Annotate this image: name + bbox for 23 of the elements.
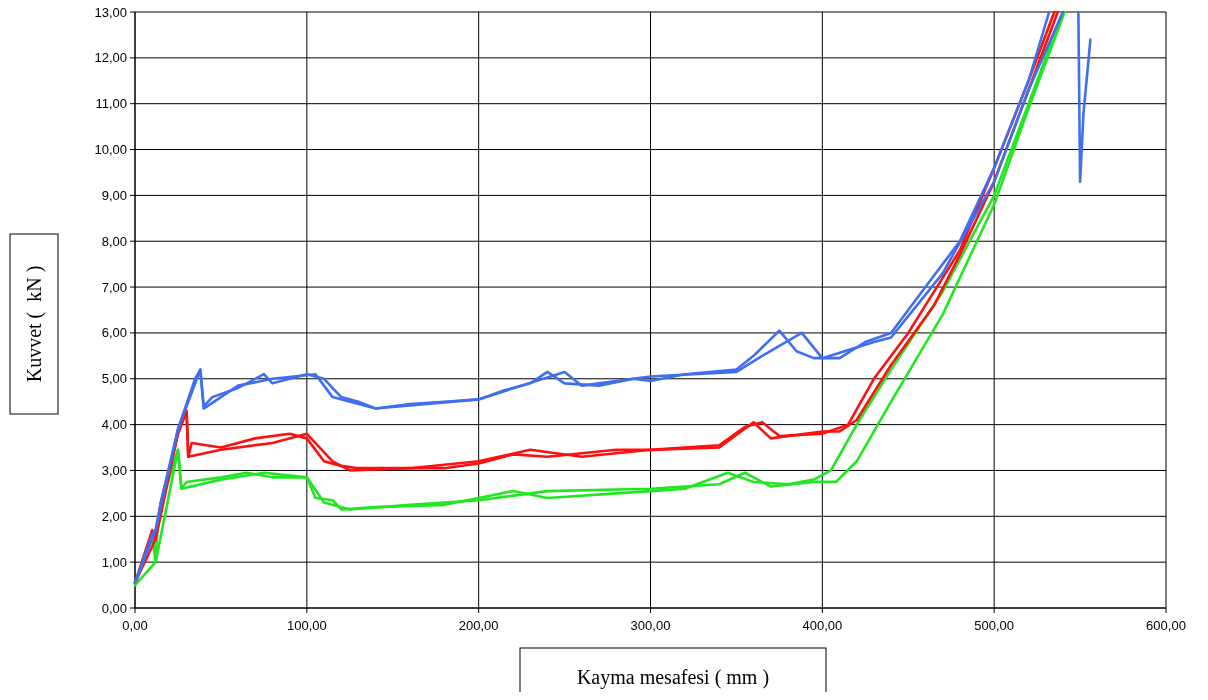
x-tick-label: 100,00 [286, 618, 327, 633]
x-tick-label: 0,00 [122, 618, 148, 633]
x-axis-title: Kayma mesafesi ( mm ) [576, 666, 770, 689]
x-tick-label: 500,00 [974, 618, 1015, 633]
y-tick-label: 12,00 [94, 50, 127, 66]
y-tick-label: 11,00 [95, 96, 127, 112]
y-tick-label: 13,00 [94, 4, 127, 20]
y-tick-label: 4,00 [101, 417, 127, 433]
y-tick-label: 1,00 [101, 554, 127, 570]
x-tick-label: 200,00 [458, 618, 499, 633]
y-tick-label: 8,00 [101, 233, 127, 249]
y-tick-label: 9,00 [101, 187, 127, 203]
y-tick-label: 6,00 [101, 325, 127, 341]
x-tick-label: 600,00 [1146, 618, 1186, 633]
x-tick-label: 400,00 [802, 618, 843, 633]
y-tick-label: 3,00 [101, 463, 127, 479]
x-tick-label: 300,00 [630, 618, 671, 633]
y-tick-label: 0,00 [101, 600, 127, 616]
y-tick-label: 2,00 [101, 508, 127, 524]
y-tick-label: 10,00 [94, 142, 127, 158]
y-tick-label: 5,00 [101, 371, 127, 387]
y-axis-title: Kuvvet ( kN ) [23, 265, 46, 383]
y-tick-label: 7,00 [101, 279, 127, 295]
